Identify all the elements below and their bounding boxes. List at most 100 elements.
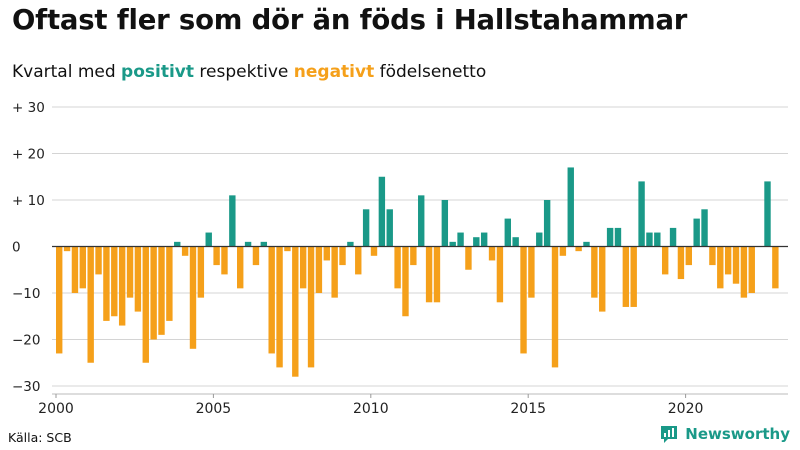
bar [772,246,779,289]
bar [244,241,252,247]
bar [654,232,661,247]
bar [457,232,464,247]
bar [370,246,378,256]
bar [134,246,142,312]
bar [622,246,630,307]
bar [709,246,716,266]
bar [575,246,582,252]
bar [150,246,157,340]
x-tick-label: 2020 [668,401,704,417]
bar [677,246,685,280]
y-tick-label: −10 [12,286,41,302]
bar [174,241,181,247]
bar [323,246,330,261]
chart-title: Oftast fler som dör än föds i Hallstaham… [12,4,688,36]
bar [740,246,748,298]
bar [221,246,228,275]
bar [386,209,393,247]
bar [425,246,433,303]
bar [528,246,535,298]
bar [103,246,110,321]
bar [630,246,637,307]
bar [559,246,567,256]
bar [536,232,543,247]
subtitle-prefix: Kvartal med [12,62,116,82]
bar [95,246,102,275]
x-tick-label: 2000 [38,401,74,417]
bar [606,227,614,247]
bar [339,246,346,266]
bar [402,246,409,317]
y-tick-label: −20 [12,333,41,349]
y-tick-label: −30 [12,379,41,395]
bar [638,181,645,247]
subtitle-positive: positivt [121,62,195,82]
bar [591,246,598,298]
bar [87,246,94,363]
chart-subtitle: Kvartal med positivt respektive negativt… [12,62,486,82]
bar [355,246,362,275]
bar [213,246,220,266]
bar [111,246,118,317]
bar [63,246,71,252]
bar [142,246,149,363]
bar [599,246,606,312]
bar [567,167,574,247]
bar [118,246,126,326]
source-note: Källa: SCB [8,430,72,445]
bar [79,246,87,289]
bar [378,176,386,247]
bar [480,232,488,247]
bar [260,241,268,247]
bar [520,246,527,354]
bar [276,246,283,368]
bar [331,246,338,298]
x-tick-label: 2015 [510,401,546,417]
newsworthy-logo-icon [661,426,678,443]
bar [614,227,622,247]
bar [189,246,197,349]
subtitle-suffix: födelsenetto [379,62,487,82]
bar [449,241,456,247]
bar [292,246,299,377]
bar [764,181,771,247]
bar [284,246,291,252]
bar [126,246,134,298]
bar [441,200,449,247]
bar [661,246,669,275]
bar [583,241,590,247]
bar [543,200,551,247]
bar [512,237,519,247]
bar [237,246,244,289]
x-tick-label: 2010 [353,401,389,417]
brand-name: Newsworthy [685,425,790,443]
bar [693,218,700,247]
bar [362,209,370,247]
bar [488,246,496,261]
bar [166,246,173,321]
bar [307,246,315,368]
bar [418,195,425,247]
x-tick-label: 2005 [196,401,232,417]
subtitle-negative: negativt [293,62,375,82]
bar [229,195,236,247]
bar [551,246,559,368]
y-tick-label: + 10 [12,193,45,209]
bar [496,246,504,303]
bar [181,246,189,256]
y-tick-label: + 20 [12,147,45,163]
bar [669,227,677,247]
bar [646,232,653,247]
bar [410,246,417,266]
y-tick-label: + 30 [12,100,45,116]
bar [315,246,323,293]
bar [724,246,732,275]
bar [158,246,165,335]
bar [205,232,212,247]
bar [56,246,63,354]
bar [717,246,724,289]
bar [473,237,480,247]
brand-logo: Newsworthy [659,424,790,444]
y-tick-label: 0 [12,240,21,256]
bar [394,246,401,289]
